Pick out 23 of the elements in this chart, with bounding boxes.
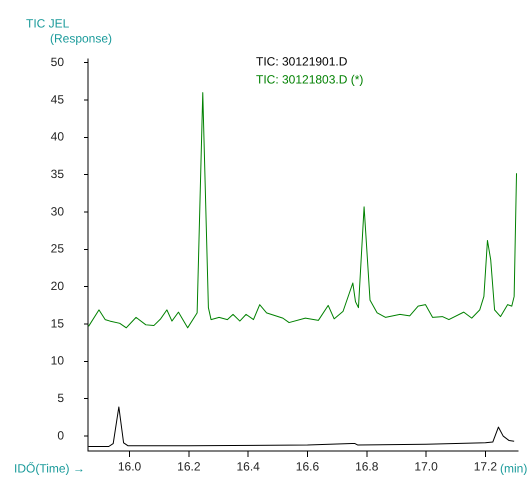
- y-tick-label: 40: [50, 130, 64, 144]
- y-tick-label: 20: [50, 279, 64, 294]
- x-tick-label: 16.4: [236, 460, 260, 474]
- y-tick-label: 25: [50, 242, 64, 256]
- text: TIC: 30121803.D (*): [256, 72, 364, 86]
- x-tick-label: 17.2: [474, 460, 498, 474]
- y-tick-label: 45: [50, 92, 64, 106]
- x-tick-label: 16.8: [355, 460, 379, 474]
- y-tick-label: 5: [57, 391, 64, 406]
- y-tick-label: 10: [50, 354, 64, 368]
- x-tick-label: 16.2: [177, 460, 201, 474]
- x-tick-label: 16.0: [118, 460, 142, 474]
- y-tick-label: 15: [50, 316, 64, 330]
- x-axis-title: IDŐ(Time) →: [14, 461, 85, 476]
- y-tick-label: 30: [50, 204, 64, 218]
- text: TIC: 30121901.D: [256, 54, 348, 68]
- y-tick-label: 35: [50, 167, 64, 182]
- y-tick-label: 50: [50, 55, 64, 70]
- x-tick-label: 16.6: [296, 460, 320, 474]
- x-tick-label: 17.0: [414, 460, 438, 474]
- text: (min): [500, 461, 528, 476]
- y-axis-title: TIC JEL (Response): [26, 16, 112, 46]
- y-tick-label: 0: [57, 428, 64, 442]
